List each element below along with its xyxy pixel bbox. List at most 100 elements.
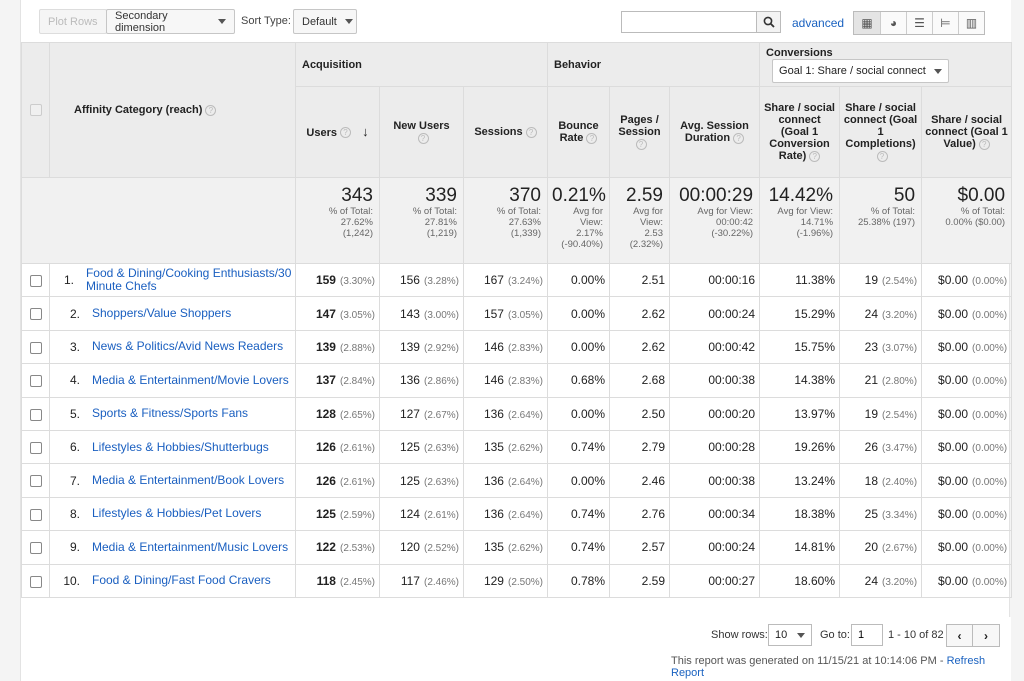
row-checkbox[interactable] [29,441,42,454]
pages-session-cell: 2.62 [609,329,670,365]
row-checkbox[interactable] [29,542,42,555]
dimension-link[interactable]: Lifestyles & Hobbies/Pet Lovers [92,506,262,521]
help-icon[interactable]: ? [417,132,429,144]
completions-pct: (3.07%) [882,342,918,354]
advanced-link[interactable]: advanced [792,16,845,30]
total-note: (1,242) [342,228,373,239]
help-icon[interactable]: ? [809,150,821,162]
pages-session-header[interactable]: Pages / Session? [609,86,670,178]
bar-view-icon[interactable]: ☰ [906,12,932,34]
table-row: 5. Sports & Fitness/Sports Fans 128 (2.65%)… [21,396,1013,431]
avg-session-duration-header[interactable]: Avg. Session Duration? [668,86,761,178]
users-header[interactable]: Users? ↓ [295,86,380,178]
bounce-rate-header[interactable]: Bounce Rate? [547,86,610,178]
dimension-link[interactable]: Food & Dining/Fast Food Cravers [92,573,271,588]
avg-session-cell: 00:00:20 [668,396,761,431]
help-icon[interactable]: ? [586,132,598,144]
goal-value-header[interactable]: Share / social connect (Goal 1 Value)? [921,86,1013,178]
row-index: 9. [69,540,80,555]
new-users-header-label: New Users [393,120,450,132]
row-checkbox-cell [21,530,50,565]
row-checkbox[interactable] [29,341,42,354]
bounce-rate-cell: 0.00% [547,463,610,498]
secondary-dimension-dropdown[interactable]: Secondary dimension [106,9,235,34]
help-icon[interactable]: ? [978,138,990,150]
table-row: 10. Food & Dining/Fast Food Cravers 118 (2.… [21,563,1013,598]
behavior-group-header: Behavior [546,42,761,87]
sort-type-dropdown[interactable]: Default [293,9,357,34]
goal-value-cell: $0.00 (0.00%) [921,530,1013,565]
row-checkbox[interactable] [29,275,42,288]
dimension-link[interactable]: Lifestyles & Hobbies/Shutterbugs [92,439,269,454]
row-checkbox[interactable] [29,308,42,321]
sessions-header[interactable]: Sessions? [463,86,548,178]
table-row: 3. News & Politics/Avid News Readers 139 (2… [21,329,1013,365]
row-checkbox[interactable] [29,575,42,588]
new-users-header[interactable]: New Users? [379,86,464,178]
new-users-value: 124 [399,506,420,521]
users-cell: 137 (2.84%) [295,363,380,398]
new-users-cell: 156 (3.28%) [379,262,464,298]
goto-input[interactable] [851,624,883,646]
row-checkbox[interactable] [29,375,42,388]
goal-value-pct: (0.00%) [972,543,1008,555]
secondary-dimension-label: Secondary dimension [115,9,168,34]
table-body: 1. Food & Dining/Cooking Enthusiasts/30 M… [21,262,1013,598]
new-users-pct: (2.92%) [423,342,459,354]
dimension-link[interactable]: Media & Entertainment/Movie Lovers [92,372,289,387]
total-value: 370 [509,185,541,206]
dimension-link[interactable]: Sports & Fitness/Sports Fans [92,406,249,421]
conversion-rate-cell: 13.24% [759,463,841,498]
row-checkbox[interactable] [29,508,42,521]
row-index: 7. [69,473,80,488]
pivot-view-icon[interactable]: ▥ [958,12,984,34]
prev-page-button[interactable]: ‹ [947,625,973,646]
row-checkbox[interactable] [29,408,42,421]
completions-pct: (2.54%) [882,409,918,421]
help-icon[interactable]: ? [733,132,745,144]
total-note: 0.00% ($0.00) [945,217,1006,228]
dimension-link[interactable]: Media & Entertainment/Book Lovers [92,473,285,488]
select-all-checkbox[interactable] [29,104,42,117]
comparison-view-icon[interactable]: ⊨ [932,12,958,34]
dimension-link[interactable]: Media & Entertainment/Music Lovers [92,539,289,554]
refresh-report-link[interactable]: Refresh Report [671,655,986,679]
dimension-link[interactable]: Food & Dining/Cooking Enthusiasts/30 Min… [85,266,292,294]
help-icon[interactable]: ? [340,127,351,139]
dimension-link[interactable]: News & Politics/Avid News Readers [92,339,284,354]
pie-view-icon[interactable]: ◕ [880,12,906,34]
users-pct: (2.65%) [339,409,375,421]
table-view-icon[interactable]: ▦ [854,12,880,34]
row-checkbox[interactable] [29,475,42,488]
total-note: (2.32%) [629,239,663,250]
users-value: 126 [315,473,336,488]
users-pct: (3.05%) [339,309,375,321]
goal-value-pct: (0.00%) [972,376,1008,388]
search-button[interactable] [757,11,781,33]
completions-header[interactable]: Share / social connect (Goal 1 Completio… [839,86,923,178]
show-rows-select[interactable]: 10 [768,624,812,646]
help-icon[interactable]: ? [876,150,888,162]
sessions-value: 146 [483,339,504,354]
row-index: 6. [69,440,80,455]
goal-value-cell: $0.00 (0.00%) [921,496,1013,532]
dimension-header[interactable]: Affinity Category (reach)? [49,42,296,178]
conversion-rate-cell: 15.75% [759,329,841,365]
sessions-value: 135 [483,440,504,455]
dimension-link[interactable]: Shoppers/Value Shoppers [92,306,232,321]
help-icon[interactable]: ? [635,138,647,150]
conversion-rate-header[interactable]: Share / social connect (Goal 1 Conversio… [759,86,841,178]
sessions-value: 167 [483,273,504,288]
search-input[interactable] [621,11,757,33]
plot-rows-button[interactable]: Plot Rows [39,9,107,34]
avg-session-cell: 00:00:24 [668,530,761,565]
goal-dropdown[interactable]: Goal 1: Share / social connect [772,58,949,83]
next-page-button[interactable]: › [973,625,999,646]
users-cell: 118 (2.45%) [295,563,380,598]
sessions-pct: (3.24%) [507,276,543,288]
help-icon[interactable]: ? [525,126,537,138]
dimension-cell: 1. Food & Dining/Cooking Enthusiasts/30 M… [49,262,296,298]
sessions-value: 135 [483,540,504,555]
help-icon[interactable]: ? [205,104,217,116]
users-value: 118 [316,573,336,588]
